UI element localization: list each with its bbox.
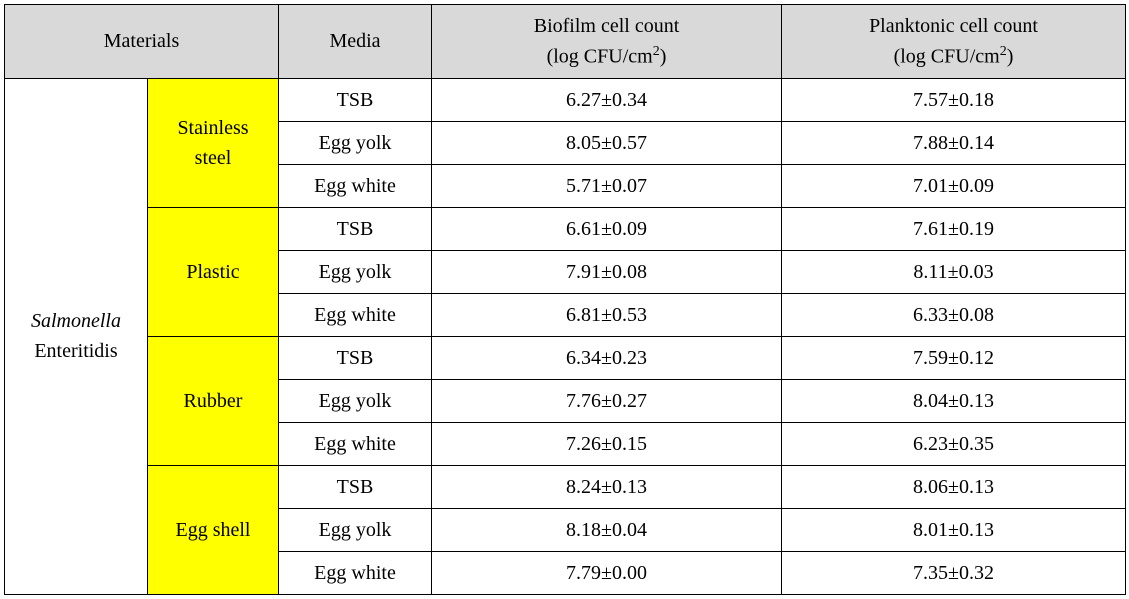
biofilm-cell: 7.26±0.15: [432, 422, 782, 465]
planktonic-cell: 7.57±0.18: [782, 78, 1126, 121]
header-biofilm: Biofilm cell count(log CFU/cm2): [432, 5, 782, 79]
media-cell: Egg white: [279, 422, 432, 465]
table-body: SalmonellaEnteritidis Stainlesssteel TSB…: [5, 78, 1126, 594]
media-cell: Egg white: [279, 293, 432, 336]
media-cell: TSB: [279, 78, 432, 121]
biofilm-cell: 5.71±0.07: [432, 164, 782, 207]
planktonic-cell: 6.23±0.35: [782, 422, 1126, 465]
media-cell: TSB: [279, 465, 432, 508]
header-media: Media: [279, 5, 432, 79]
media-cell: Egg white: [279, 551, 432, 594]
media-cell: Egg yolk: [279, 379, 432, 422]
material-cell: Stainlesssteel: [148, 78, 279, 207]
biofilm-cell: 8.24±0.13: [432, 465, 782, 508]
planktonic-cell: 7.88±0.14: [782, 121, 1126, 164]
table-row: Egg shell TSB 8.24±0.13 8.06±0.13: [5, 465, 1126, 508]
biofilm-cell: 6.61±0.09: [432, 207, 782, 250]
planktonic-cell: 7.35±0.32: [782, 551, 1126, 594]
table-row: Plastic TSB 6.61±0.09 7.61±0.19: [5, 207, 1126, 250]
media-cell: TSB: [279, 336, 432, 379]
biofilm-cell: 7.79±0.00: [432, 551, 782, 594]
biofilm-cell: 6.34±0.23: [432, 336, 782, 379]
media-cell: Egg yolk: [279, 121, 432, 164]
header-planktonic: Planktonic cell count(log CFU/cm2): [782, 5, 1126, 79]
planktonic-cell: 8.11±0.03: [782, 250, 1126, 293]
material-cell: Egg shell: [148, 465, 279, 594]
biofilm-cell: 8.05±0.57: [432, 121, 782, 164]
media-cell: TSB: [279, 207, 432, 250]
media-cell: Egg white: [279, 164, 432, 207]
material-cell: Rubber: [148, 336, 279, 465]
header-materials: Materials: [5, 5, 279, 79]
planktonic-cell: 6.33±0.08: [782, 293, 1126, 336]
table-row: Rubber TSB 6.34±0.23 7.59±0.12: [5, 336, 1126, 379]
biofilm-cell: 7.91±0.08: [432, 250, 782, 293]
media-cell: Egg yolk: [279, 508, 432, 551]
biofilm-cell: 8.18±0.04: [432, 508, 782, 551]
biofilm-cell: 6.27±0.34: [432, 78, 782, 121]
planktonic-cell: 7.01±0.09: [782, 164, 1126, 207]
planktonic-cell: 8.01±0.13: [782, 508, 1126, 551]
planktonic-cell: 7.59±0.12: [782, 336, 1126, 379]
table-row: SalmonellaEnteritidis Stainlesssteel TSB…: [5, 78, 1126, 121]
biofilm-cell: 7.76±0.27: [432, 379, 782, 422]
planktonic-cell: 8.06±0.13: [782, 465, 1126, 508]
organism-cell: SalmonellaEnteritidis: [5, 78, 148, 594]
planktonic-cell: 8.04±0.13: [782, 379, 1126, 422]
table-header: Materials Media Biofilm cell count(log C…: [5, 5, 1126, 79]
media-cell: Egg yolk: [279, 250, 432, 293]
biofilm-cell: 6.81±0.53: [432, 293, 782, 336]
planktonic-cell: 7.61±0.19: [782, 207, 1126, 250]
material-cell: Plastic: [148, 207, 279, 336]
data-table: Materials Media Biofilm cell count(log C…: [4, 4, 1126, 595]
